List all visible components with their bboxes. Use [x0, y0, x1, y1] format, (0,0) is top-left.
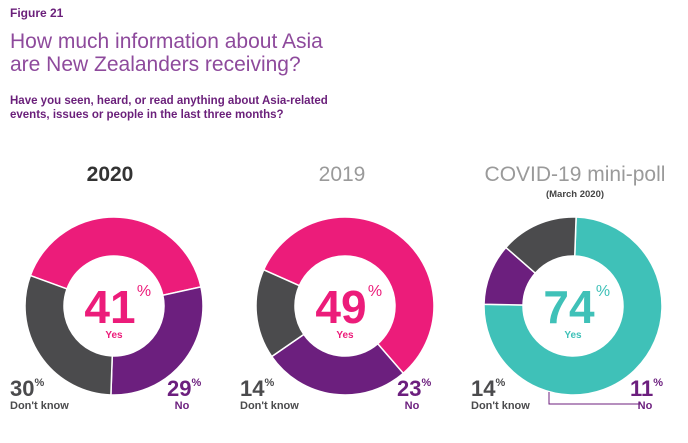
dont-know-stat-2019: 14% Don't know: [240, 376, 299, 412]
center-percent-2019: %: [368, 283, 382, 300]
no-value-2020: 29: [167, 376, 192, 401]
no-label-covid: No: [637, 400, 653, 412]
donut-slice-no-2019: [270, 333, 405, 396]
center-label-2020: Yes: [105, 330, 123, 341]
figure-title-line-2: are New Zealanders receiving?: [10, 53, 301, 76]
no-percent-covid: %: [653, 377, 664, 389]
donut-slice-don-t-know-2020: [24, 274, 114, 396]
chart-title-2020: 2020: [86, 163, 134, 186]
center-percent-2020: %: [137, 283, 151, 300]
dont-know-value-2019: 14: [240, 376, 265, 401]
no-label-2019: No: [404, 400, 420, 412]
no-value-2019: 23: [397, 376, 422, 401]
dont-know-percent-covid: %: [495, 377, 506, 389]
figure-question: Have you seen, heard, or read anything a…: [10, 94, 370, 122]
donut-slice-don-t-know-2019: [255, 268, 305, 358]
figure-title-line-1: How much information about Asia: [10, 30, 323, 53]
no-percent-2019: %: [421, 377, 432, 389]
center-label-2019: Yes: [336, 330, 354, 341]
no-percent-2020: %: [191, 377, 202, 389]
no-label-2020: No: [174, 400, 190, 412]
leader-line-no-covid: [548, 392, 640, 405]
figure-label: Figure 21: [10, 6, 64, 20]
no-stat-2019: 23% No: [397, 376, 431, 412]
figure-title: How much information about Asia are New …: [10, 30, 323, 76]
donut-slice-yes-covid: [483, 216, 663, 396]
dont-know-stat-2020: 30% Don't know: [10, 376, 69, 412]
chart-title-2019: 2019: [318, 163, 366, 186]
center-percent-covid: %: [596, 283, 610, 300]
dont-know-stat-covid: 14% Don't know: [471, 376, 530, 412]
center-label-covid: Yes: [564, 330, 582, 341]
dont-know-value-2020: 30: [10, 376, 35, 401]
figure-question-line-2: events, issues or people in the last thr…: [10, 109, 284, 121]
dont-know-value-covid: 14: [471, 376, 496, 401]
dont-know-percent-2019: %: [264, 377, 275, 389]
dont-know-label-2019: Don't know: [240, 400, 299, 412]
dont-know-label-2020: Don't know: [10, 400, 69, 412]
center-value-2019: 49: [315, 281, 366, 333]
donut-slice-yes-2019: [262, 216, 435, 375]
dont-know-label-covid: Don't know: [471, 400, 530, 412]
chart-subtitle-covid: (March 2020): [545, 189, 605, 200]
donut-slice-yes-2020: [29, 216, 202, 297]
donut-slice-no-2020: [110, 285, 204, 396]
center-value-covid: 74: [543, 281, 595, 333]
donut-slice-don-t-know-covid: [504, 216, 577, 275]
dont-know-percent-2020: %: [34, 377, 45, 389]
figure-question-line-1: Have you seen, heard, or read anything a…: [10, 95, 328, 107]
center-value-2020: 41: [84, 281, 135, 333]
no-value-covid: 11: [630, 376, 654, 401]
no-stat-2020: 29% No: [167, 376, 201, 412]
chart-title-covid: COVID-19 mini-poll: [484, 163, 666, 186]
no-stat-covid: 11% No: [630, 376, 663, 412]
